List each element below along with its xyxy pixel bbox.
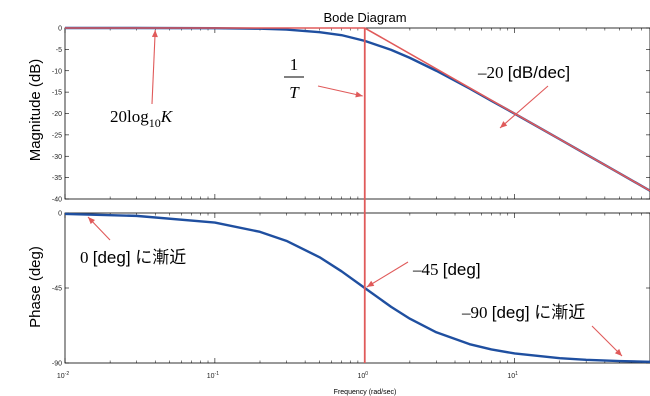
arrow-slope-head xyxy=(500,121,508,128)
arrow-0deg-head xyxy=(88,217,95,225)
arrow-90deg-line xyxy=(591,325,623,357)
magnitude-plot-frame xyxy=(64,27,650,200)
magnitude-ytick-label: -25 xyxy=(52,132,62,139)
arrow-slope-line xyxy=(499,85,549,129)
x-tick-label: 101 xyxy=(507,371,518,380)
annotation-1overT-denominator: T xyxy=(289,83,300,102)
annotation-layer: 20log10K 1 T –20 [dB/dec] 0 [deg] に漸近 –45 [de… xyxy=(80,29,623,357)
annotation-1overT-numerator: 1 xyxy=(290,55,299,74)
arrow-1overT-line xyxy=(317,85,363,97)
annotation-slope: –20 [dB/dec] xyxy=(477,63,570,82)
annotation-90deg: –90 [deg] に漸近 xyxy=(461,303,585,322)
magnitude-ytick-label: -15 xyxy=(52,90,62,97)
arrow-45deg-head xyxy=(366,280,375,287)
arrow-20log10K-line xyxy=(151,29,156,105)
magnitude-ytick-label: -5 xyxy=(56,47,62,54)
x-tick-label: 100 xyxy=(357,371,368,380)
magnitude-axis-label: Magnitude (dB) xyxy=(27,59,44,162)
arrow-45deg-line xyxy=(366,261,409,288)
magnitude-ytick-label: -40 xyxy=(52,197,62,204)
tick-layer: 0 -5 -10 -15 -20 -25 -30 -35 -40 0 -45 -90 10-2 10-1 1… xyxy=(52,26,650,380)
series-layer xyxy=(64,26,650,363)
arrow-90deg-head xyxy=(614,348,622,356)
chart-title: Bode Diagram xyxy=(323,10,406,25)
phase-response-curve xyxy=(64,212,650,363)
x-tick-label: 10-1 xyxy=(207,371,219,380)
phase-ytick-label: 0 xyxy=(58,211,62,218)
magnitude-ytick-label: -20 xyxy=(52,111,62,118)
annotation-0deg: 0 [deg] に漸近 xyxy=(80,248,186,267)
phase-ytick-label: -90 xyxy=(52,361,62,368)
x-tick-label: 10-2 xyxy=(57,371,69,380)
phase-plot-frame xyxy=(64,212,650,364)
arrow-1overT-head xyxy=(355,91,363,98)
annotation-20log10K: 20log10K xyxy=(110,107,174,130)
phase-axis-label: Phase (deg) xyxy=(27,246,44,328)
annotation-45deg: –45 [deg] xyxy=(412,260,481,279)
magnitude-ytick-label: -35 xyxy=(52,175,62,182)
arrow-20log10K-head xyxy=(151,30,158,38)
magnitude-ytick-label: 0 xyxy=(58,26,62,33)
phase-ytick-label: -45 xyxy=(52,286,62,293)
magnitude-ytick-label: -10 xyxy=(52,68,62,75)
magnitude-ytick-label: -30 xyxy=(52,154,62,161)
x-axis-label: Frequency (rad/sec) xyxy=(334,389,397,396)
